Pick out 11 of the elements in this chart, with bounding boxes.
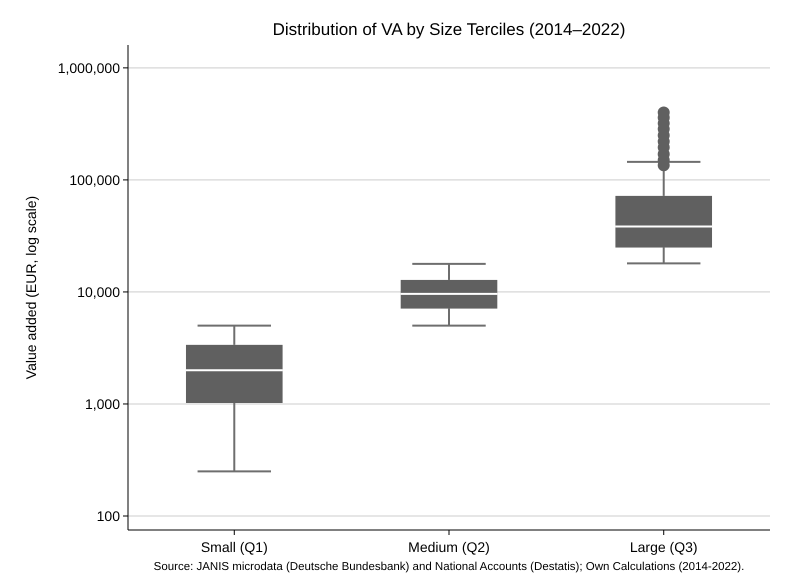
y-tick-label: 1,000	[84, 396, 120, 412]
y-tick-label: 1,000,000	[58, 60, 120, 76]
x-tick-label: Small (Q1)	[200, 539, 268, 555]
x-tick-label: Large (Q3)	[630, 539, 698, 555]
chart-title: Distribution of VA by Size Terciles (2014–2022)	[272, 20, 626, 39]
source-note: Source: JANIS microdata (Deutsche Bundesbank) and National Accounts (Destatis); Own Calculations (2014-2022).	[154, 561, 744, 573]
y-tick-label: 100,000	[69, 172, 120, 188]
y-tick-label: 10,000	[77, 284, 120, 300]
x-tick-label: Medium (Q2)	[408, 539, 490, 555]
y-tick-label: 100	[96, 508, 120, 524]
y-axis-title: Value added (EUR, log scale)	[23, 196, 39, 380]
